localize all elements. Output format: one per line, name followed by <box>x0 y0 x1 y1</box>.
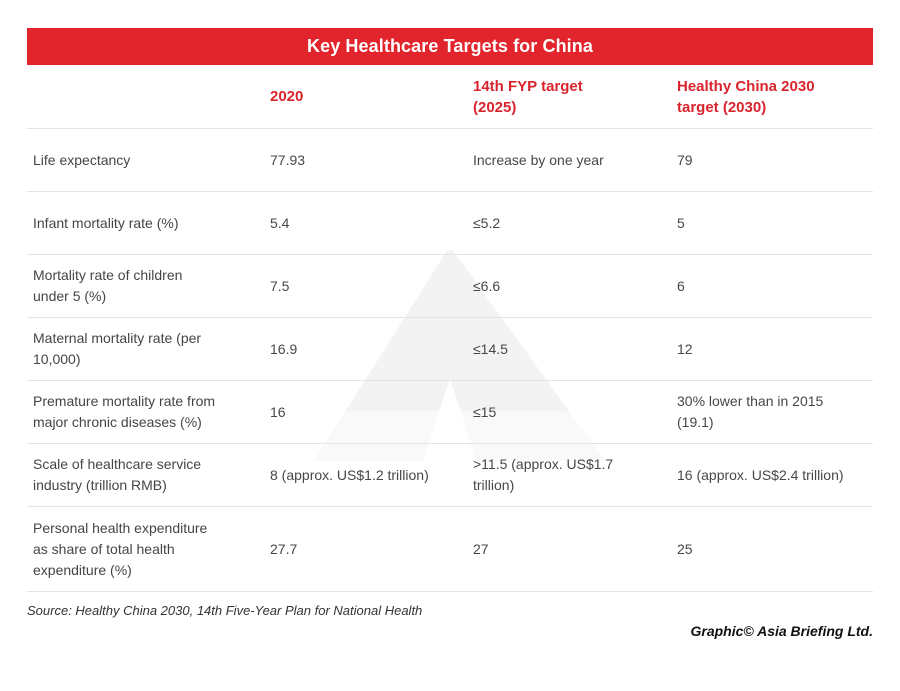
row-label: Life expectancy <box>33 151 131 168</box>
source-note: Source: Healthy China 2030, 14th Five-Ye… <box>27 603 423 618</box>
value-fyp: 27 <box>473 540 489 557</box>
value-fyp: ≤15 <box>473 403 497 420</box>
header-2020: 2020 <box>270 88 304 105</box>
value-fyp: >11.5 (approx. US$1.7 trillion) <box>473 456 614 493</box>
header-hc-2030: Healthy China 2030 target (2030) <box>677 77 815 116</box>
row-label: Premature mortality rate from major chro… <box>33 393 216 430</box>
value-fyp: Increase by one year <box>473 151 604 168</box>
value-fyp: ≤6.6 <box>473 277 501 294</box>
value-2020: 5.4 <box>270 214 290 231</box>
value-2020: 16.9 <box>270 340 298 357</box>
value-fyp: ≤5.2 <box>473 214 501 231</box>
table-header-row: 2020 14th FYP target (2025) Healthy Chin… <box>27 65 873 128</box>
table-row: Life expectancy 77.93 Increase by one ye… <box>27 128 873 191</box>
value-2020: 8 (approx. US$1.2 trillion) <box>270 466 429 483</box>
value-2020: 27.7 <box>270 540 298 557</box>
value-2030: 6 <box>677 277 685 294</box>
header-fyp-2025: 14th FYP target (2025) <box>473 77 583 116</box>
row-label: Infant mortality rate (%) <box>33 214 179 231</box>
value-fyp: ≤14.5 <box>473 340 508 357</box>
row-label: Mortality rate of children under 5 (%) <box>33 267 183 304</box>
table-row: Personal health expenditure as share of … <box>27 506 873 591</box>
value-2030: 79 <box>677 151 693 168</box>
table-row: Premature mortality rate from major chro… <box>27 380 873 443</box>
row-label: Personal health expenditure as share of … <box>33 519 208 578</box>
page-title: Key Healthcare Targets for China <box>307 36 593 56</box>
table-row: Mortality rate of children under 5 (%) 7… <box>27 254 873 317</box>
infographic: Key Healthcare Targets for China 2020 14… <box>27 28 873 639</box>
value-2020: 77.93 <box>270 151 306 168</box>
table-row: Maternal mortality rate (per 10,000) 16.… <box>27 317 873 380</box>
value-2030: 5 <box>677 214 685 231</box>
value-2030: 16 (approx. US$2.4 trillion) <box>677 466 844 483</box>
value-2020: 7.5 <box>270 277 290 294</box>
row-label: Scale of healthcare service industry (tr… <box>33 456 202 493</box>
value-2030: 30% lower than in 2015 (19.1) <box>677 393 824 430</box>
table-row: Scale of healthcare service industry (tr… <box>27 443 873 506</box>
targets-table: 2020 14th FYP target (2025) Healthy Chin… <box>27 65 873 592</box>
row-label: Maternal mortality rate (per 10,000) <box>33 330 202 367</box>
table-row: Infant mortality rate (%) 5.4 ≤5.2 5 <box>27 191 873 254</box>
graphic-credit: Graphic© Asia Briefing Ltd. <box>690 623 874 639</box>
value-2030: 25 <box>677 540 693 557</box>
title-banner: Key Healthcare Targets for China <box>27 28 873 65</box>
value-2030: 12 <box>677 340 693 357</box>
value-2020: 16 <box>270 403 286 420</box>
